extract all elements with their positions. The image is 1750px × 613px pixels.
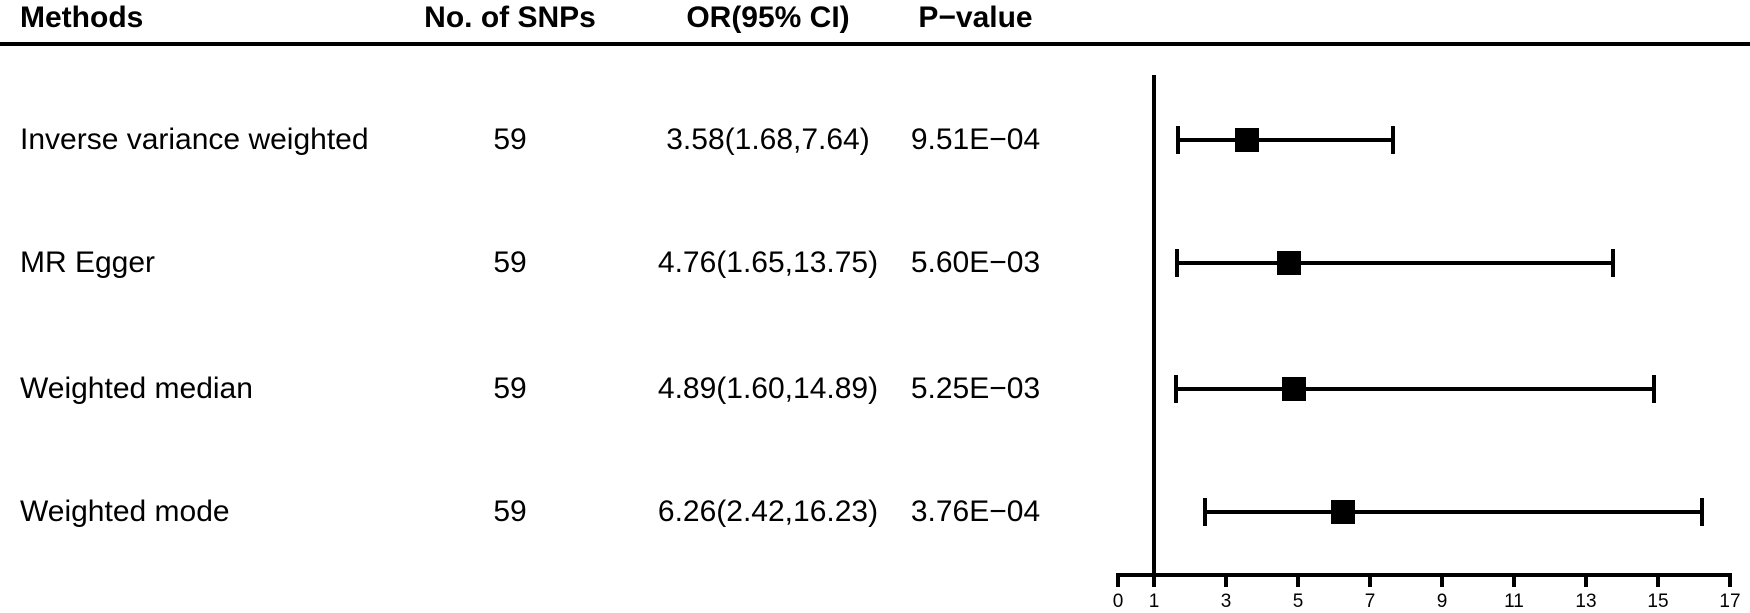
method-label: Weighted median xyxy=(20,372,253,405)
ci-cap-left xyxy=(1173,375,1178,403)
snps-value: 59 xyxy=(493,372,527,405)
x-axis-tick xyxy=(1368,575,1372,587)
x-axis-tick xyxy=(1440,575,1444,587)
method-label: Inverse variance weighted xyxy=(20,123,369,156)
method-label: MR Egger xyxy=(20,246,156,279)
ci-cap-right xyxy=(1700,498,1705,526)
x-axis-tick xyxy=(1152,575,1156,587)
or-ci-value: 4.76(1.65,13.75) xyxy=(657,246,879,279)
x-axis-tick xyxy=(1728,575,1732,587)
x-axis-tick xyxy=(1296,575,1300,587)
method-label: Weighted mode xyxy=(20,495,230,528)
ci-cap-left xyxy=(1203,498,1208,526)
x-axis-tick-label: 3 xyxy=(1220,591,1232,612)
or-marker xyxy=(1234,128,1259,152)
x-axis-tick-label: 9 xyxy=(1436,591,1448,612)
or-ci-value: 3.58(1.68,7.64) xyxy=(666,123,870,156)
or-marker xyxy=(1331,500,1356,524)
col-header-methods: Methods xyxy=(20,1,144,34)
x-axis-line xyxy=(1116,573,1732,577)
snps-value: 59 xyxy=(493,495,527,528)
col-header-snps: No. of SNPs xyxy=(424,1,596,34)
ci-cap-left xyxy=(1176,126,1181,154)
x-axis-tick-label: 17 xyxy=(1719,591,1741,612)
or-marker xyxy=(1277,251,1302,275)
ci-cap-right xyxy=(1611,249,1615,277)
ci-line xyxy=(1205,510,1703,514)
x-axis-tick xyxy=(1512,575,1516,587)
x-axis-tick xyxy=(1656,575,1660,587)
ci-line xyxy=(1175,387,1655,391)
x-axis-tick-label: 13 xyxy=(1575,591,1597,612)
x-axis-tick xyxy=(1584,575,1588,587)
x-axis-tick-label: 1 xyxy=(1148,591,1160,612)
or-marker xyxy=(1282,377,1307,401)
pvalue-value: 9.51E−04 xyxy=(910,123,1041,156)
ci-cap-right xyxy=(1652,375,1657,403)
header-divider-line xyxy=(0,42,1750,46)
reference-line xyxy=(1152,75,1156,575)
x-axis-tick-label: 0 xyxy=(1112,591,1124,612)
or-ci-value: 6.26(2.42,16.23) xyxy=(657,495,879,528)
col-header-pvalue: P−value xyxy=(918,1,1033,34)
x-axis-tick-label: 15 xyxy=(1647,591,1669,612)
pvalue-value: 3.76E−04 xyxy=(910,495,1041,528)
snps-value: 59 xyxy=(493,123,527,156)
ci-cap-right xyxy=(1391,126,1396,154)
ci-line xyxy=(1177,261,1613,265)
col-header-or-ci: OR(95% CI) xyxy=(686,1,850,34)
x-axis-tick-label: 7 xyxy=(1364,591,1376,612)
snps-value: 59 xyxy=(493,246,527,279)
x-axis-tick xyxy=(1224,575,1228,587)
x-axis-tick-label: 5 xyxy=(1292,591,1304,612)
or-ci-value: 4.89(1.60,14.89) xyxy=(657,372,879,405)
pvalue-value: 5.25E−03 xyxy=(910,372,1041,405)
x-axis-tick-label: 11 xyxy=(1504,591,1524,612)
x-axis-tick xyxy=(1116,575,1120,587)
ci-line xyxy=(1178,138,1394,142)
pvalue-value: 5.60E−03 xyxy=(910,246,1041,279)
ci-cap-left xyxy=(1175,249,1180,277)
